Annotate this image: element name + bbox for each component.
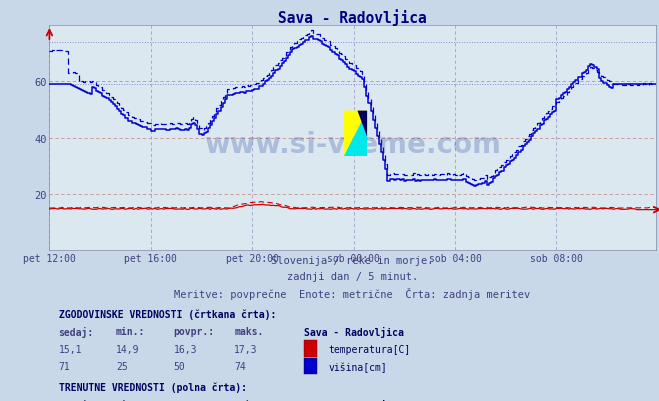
Text: maks.: maks. (235, 326, 264, 336)
Text: 14,9: 14,9 (116, 344, 140, 354)
Text: min.:: min.: (116, 326, 146, 336)
Text: sedaj:: sedaj: (59, 326, 94, 338)
Text: Meritve: povprečne  Enote: metrične  Črta: zadnja meritev: Meritve: povprečne Enote: metrične Črta:… (175, 288, 530, 300)
Polygon shape (344, 111, 367, 156)
Text: 71: 71 (59, 361, 71, 371)
Bar (304, 340, 318, 357)
Text: povpr.:: povpr.: (174, 399, 215, 401)
Text: www.si-vreme.com: www.si-vreme.com (204, 131, 501, 159)
Title: Sava - Radovljica: Sava - Radovljica (278, 9, 427, 26)
Text: zadnji dan / 5 minut.: zadnji dan / 5 minut. (287, 271, 418, 282)
Text: 15,1: 15,1 (59, 344, 82, 354)
Text: višina[cm]: višina[cm] (328, 361, 387, 372)
Text: ZGODOVINSKE VREDNOSTI (črtkana črta):: ZGODOVINSKE VREDNOSTI (črtkana črta): (59, 309, 276, 320)
Text: 25: 25 (116, 361, 128, 371)
Text: sedaj:: sedaj: (59, 399, 94, 401)
Text: TRENUTNE VREDNOSTI (polna črta):: TRENUTNE VREDNOSTI (polna črta): (59, 382, 246, 392)
Text: povpr.:: povpr.: (174, 326, 215, 336)
Text: Sava - Radovljica: Sava - Radovljica (304, 399, 404, 401)
Polygon shape (344, 111, 367, 156)
Text: temperatura[C]: temperatura[C] (328, 344, 411, 354)
Text: Sava - Radovljica: Sava - Radovljica (304, 326, 404, 338)
Polygon shape (357, 111, 367, 138)
Text: 74: 74 (235, 361, 246, 371)
Text: maks.: maks. (235, 399, 264, 401)
Bar (304, 358, 318, 375)
Text: min.:: min.: (116, 399, 146, 401)
Text: 50: 50 (174, 361, 185, 371)
Text: 17,3: 17,3 (235, 344, 258, 354)
Text: Slovenija / reke in morje.: Slovenija / reke in morje. (272, 256, 434, 265)
Text: 16,3: 16,3 (174, 344, 197, 354)
